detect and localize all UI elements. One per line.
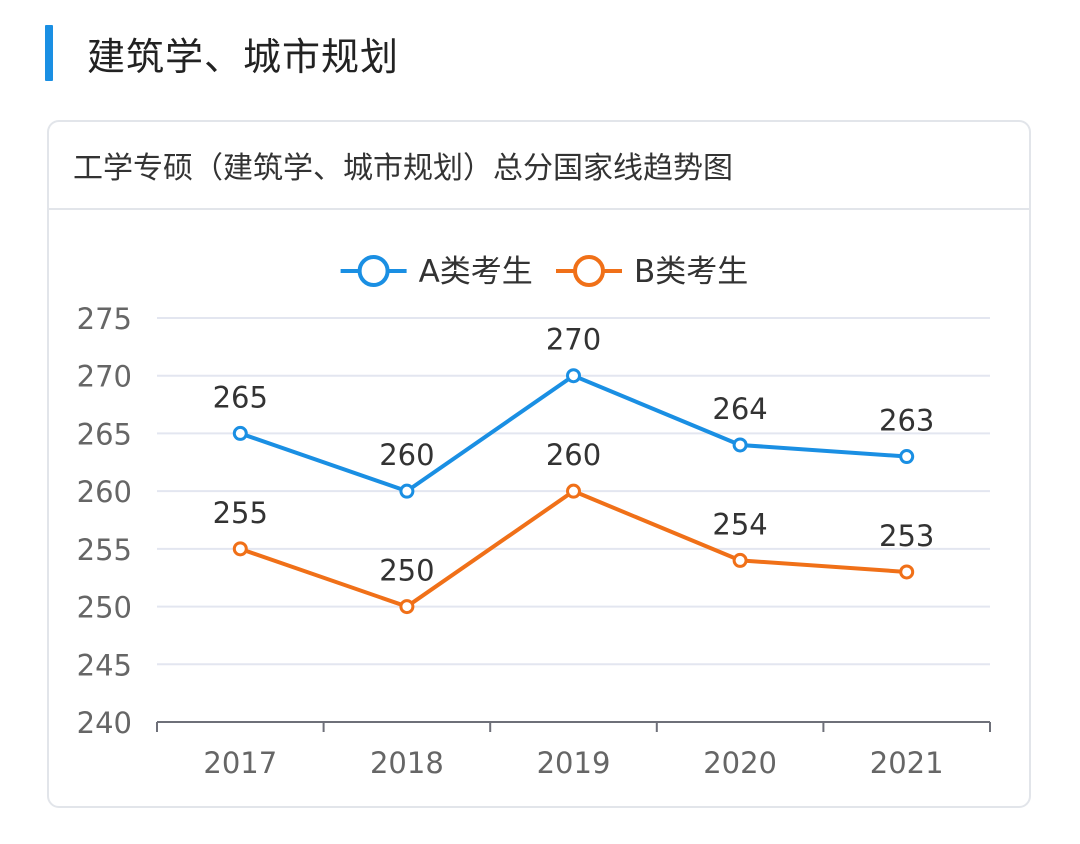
data-label: 263 xyxy=(879,404,934,438)
y-tick-label: 270 xyxy=(77,360,132,394)
legend-symbol-marker[interactable] xyxy=(573,255,605,287)
chart-title: 工学专硕（建筑学、城市规划）总分国家线趋势图 xyxy=(73,151,733,186)
data-label: 260 xyxy=(379,438,434,472)
x-tick-label: 2019 xyxy=(537,746,611,780)
data-point xyxy=(566,368,581,384)
data-point xyxy=(899,564,915,580)
section-header: 建筑学、城市规划 xyxy=(45,25,399,81)
y-tick-label: 240 xyxy=(77,706,132,740)
data-label: 255 xyxy=(213,496,268,530)
card-header: 工学专硕（建筑学、城市规划）总分国家线趋势图 xyxy=(49,122,1029,210)
x-tick-label: 2021 xyxy=(870,746,944,780)
y-tick-label: 275 xyxy=(77,302,132,336)
data-point xyxy=(399,483,415,499)
data-label: 250 xyxy=(379,554,434,588)
data-point xyxy=(566,483,581,499)
data-label: 264 xyxy=(712,392,767,426)
x-tick-label: 2018 xyxy=(370,746,444,780)
y-tick-label: 265 xyxy=(77,417,132,451)
x-tick-label: 2020 xyxy=(703,746,777,780)
data-point xyxy=(232,425,248,441)
data-label: 265 xyxy=(213,380,268,414)
data-point xyxy=(232,541,248,557)
y-tick-label: 255 xyxy=(77,533,132,567)
data-label: 260 xyxy=(546,438,601,472)
data-point xyxy=(899,449,915,465)
y-tick-label: 260 xyxy=(77,475,132,509)
accent-bar xyxy=(45,25,53,81)
data-label: 270 xyxy=(546,323,601,357)
y-tick-label: 250 xyxy=(77,591,132,625)
section-title: 建筑学、城市规划 xyxy=(87,34,400,79)
data-point xyxy=(732,437,748,453)
data-label: 253 xyxy=(879,519,934,553)
data-point xyxy=(732,552,748,568)
legend-item-label[interactable]: B类考生 xyxy=(634,254,748,290)
x-tick-label: 2017 xyxy=(203,746,277,780)
data-point xyxy=(399,599,415,615)
data-label: 254 xyxy=(712,507,767,541)
y-tick-label: 245 xyxy=(77,648,132,682)
legend-symbol-marker[interactable] xyxy=(357,255,390,287)
legend-item-label[interactable]: A类考生 xyxy=(419,254,533,290)
chart-card: 工学专硕（建筑学、城市规划）总分国家线趋势图 xyxy=(47,120,1031,808)
